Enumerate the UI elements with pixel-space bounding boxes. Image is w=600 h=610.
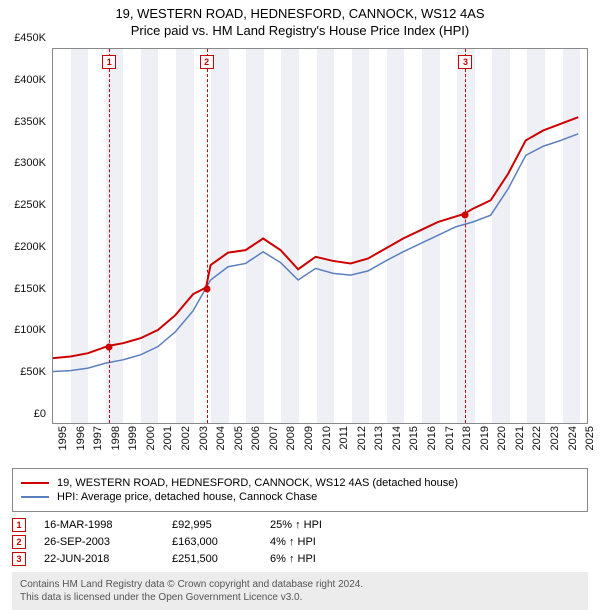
y-tick-label: £250K (14, 199, 46, 211)
y-tick-label: £350K (14, 116, 46, 128)
series-line-price_paid (53, 117, 578, 358)
event-dot (203, 285, 210, 292)
x-tick-label: 2017 (444, 426, 456, 466)
x-tick-label: 1999 (127, 426, 139, 466)
x-tick-label: 2016 (426, 426, 438, 466)
chart-svg (53, 49, 587, 423)
x-tick-label: 1996 (75, 426, 87, 466)
legend-label-2: HPI: Average price, detached house, Cann… (57, 491, 317, 503)
x-tick-label: 2014 (391, 426, 403, 466)
legend-row-2: HPI: Average price, detached house, Cann… (21, 491, 579, 503)
x-tick-label: 2012 (356, 426, 368, 466)
event-price: £163,000 (172, 536, 252, 548)
x-axis: 1995 1996 1997 1998 1999 2000 2001 2002 2003 2004… (52, 424, 588, 464)
event-number: 1 (12, 518, 26, 532)
x-tick-label: 1998 (110, 426, 122, 466)
x-tick-label: 2002 (180, 426, 192, 466)
footer-line-2: This data is licensed under the Open Gov… (20, 591, 580, 604)
y-tick-label: £150K (14, 283, 46, 295)
event-marker-box: 1 (102, 55, 116, 69)
x-tick-label: 2007 (268, 426, 280, 466)
event-date: 26-SEP-2003 (44, 536, 154, 548)
plot-area: 1 2 3 (52, 48, 588, 424)
x-tick-label: 2008 (285, 426, 297, 466)
x-tick-label: 2006 (250, 426, 262, 466)
x-tick-label: 2019 (479, 426, 491, 466)
x-tick-label: 2020 (496, 426, 508, 466)
legend-row-1: 19, WESTERN ROAD, HEDNESFORD, CANNOCK, W… (21, 477, 579, 489)
y-axis: £0£50K£100K£150K£200K£250K£300K£350K£400… (0, 38, 50, 414)
y-tick-label: £300K (14, 157, 46, 169)
event-row: 2 26-SEP-2003 £163,000 4% ↑ HPI (12, 535, 588, 549)
y-tick-label: £400K (14, 74, 46, 86)
title-block: 19, WESTERN ROAD, HEDNESFORD, CANNOCK, W… (0, 0, 600, 44)
legend-swatch-2 (21, 496, 49, 498)
x-tick-label: 2011 (338, 426, 350, 466)
x-tick-label: 2015 (408, 426, 420, 466)
x-tick-label: 2001 (162, 426, 174, 466)
x-tick-label: 2025 (584, 426, 596, 466)
event-number: 3 (12, 552, 26, 566)
x-tick-label: 2005 (233, 426, 245, 466)
event-row: 1 16-MAR-1998 £92,995 25% ↑ HPI (12, 518, 588, 532)
x-tick-label: 2023 (549, 426, 561, 466)
x-tick-label: 2003 (198, 426, 210, 466)
x-tick-label: 2022 (531, 426, 543, 466)
y-tick-label: £450K (14, 32, 46, 44)
events-table: 1 16-MAR-1998 £92,995 25% ↑ HPI 2 26-SEP-2003… (12, 518, 588, 566)
event-row: 3 22-JUN-2018 £251,500 6% ↑ HPI (12, 552, 588, 566)
legend-label-1: 19, WESTERN ROAD, HEDNESFORD, CANNOCK, W… (57, 477, 458, 489)
event-number: 2 (12, 535, 26, 549)
event-marker-box: 2 (200, 55, 214, 69)
x-tick-label: 1997 (92, 426, 104, 466)
x-tick-label: 2021 (514, 426, 526, 466)
x-tick-label: 1995 (57, 426, 69, 466)
x-tick-label: 2010 (321, 426, 333, 466)
footer: Contains HM Land Registry data © Crown c… (12, 572, 588, 610)
chart-container: 19, WESTERN ROAD, HEDNESFORD, CANNOCK, W… (0, 0, 600, 590)
x-tick-label: 2004 (215, 426, 227, 466)
event-date: 16-MAR-1998 (44, 519, 154, 531)
y-tick-label: £200K (14, 241, 46, 253)
event-price: £251,500 (172, 553, 252, 565)
x-tick-label: 2018 (461, 426, 473, 466)
x-tick-label: 2013 (373, 426, 385, 466)
title-line-1: 19, WESTERN ROAD, HEDNESFORD, CANNOCK, W… (0, 6, 600, 23)
y-tick-label: £0 (34, 408, 46, 420)
event-date: 22-JUN-2018 (44, 553, 154, 565)
y-tick-label: £50K (20, 366, 46, 378)
title-line-2: Price paid vs. HM Land Registry's House … (0, 23, 600, 40)
y-tick-label: £100K (14, 324, 46, 336)
legend-swatch-1 (21, 482, 49, 484)
x-tick-label: 2009 (303, 426, 315, 466)
event-pct: 4% ↑ HPI (270, 536, 370, 548)
event-dot (462, 211, 469, 218)
event-dot (106, 344, 113, 351)
event-vline (465, 49, 466, 423)
footer-line-1: Contains HM Land Registry data © Crown c… (20, 578, 580, 591)
event-marker-box: 3 (458, 55, 472, 69)
x-tick-label: 2000 (145, 426, 157, 466)
event-vline (207, 49, 208, 423)
series-line-hpi (53, 134, 578, 372)
event-pct: 25% ↑ HPI (270, 519, 370, 531)
event-vline (109, 49, 110, 423)
legend: 19, WESTERN ROAD, HEDNESFORD, CANNOCK, W… (12, 468, 588, 512)
event-pct: 6% ↑ HPI (270, 553, 370, 565)
event-price: £92,995 (172, 519, 252, 531)
x-tick-label: 2024 (567, 426, 579, 466)
